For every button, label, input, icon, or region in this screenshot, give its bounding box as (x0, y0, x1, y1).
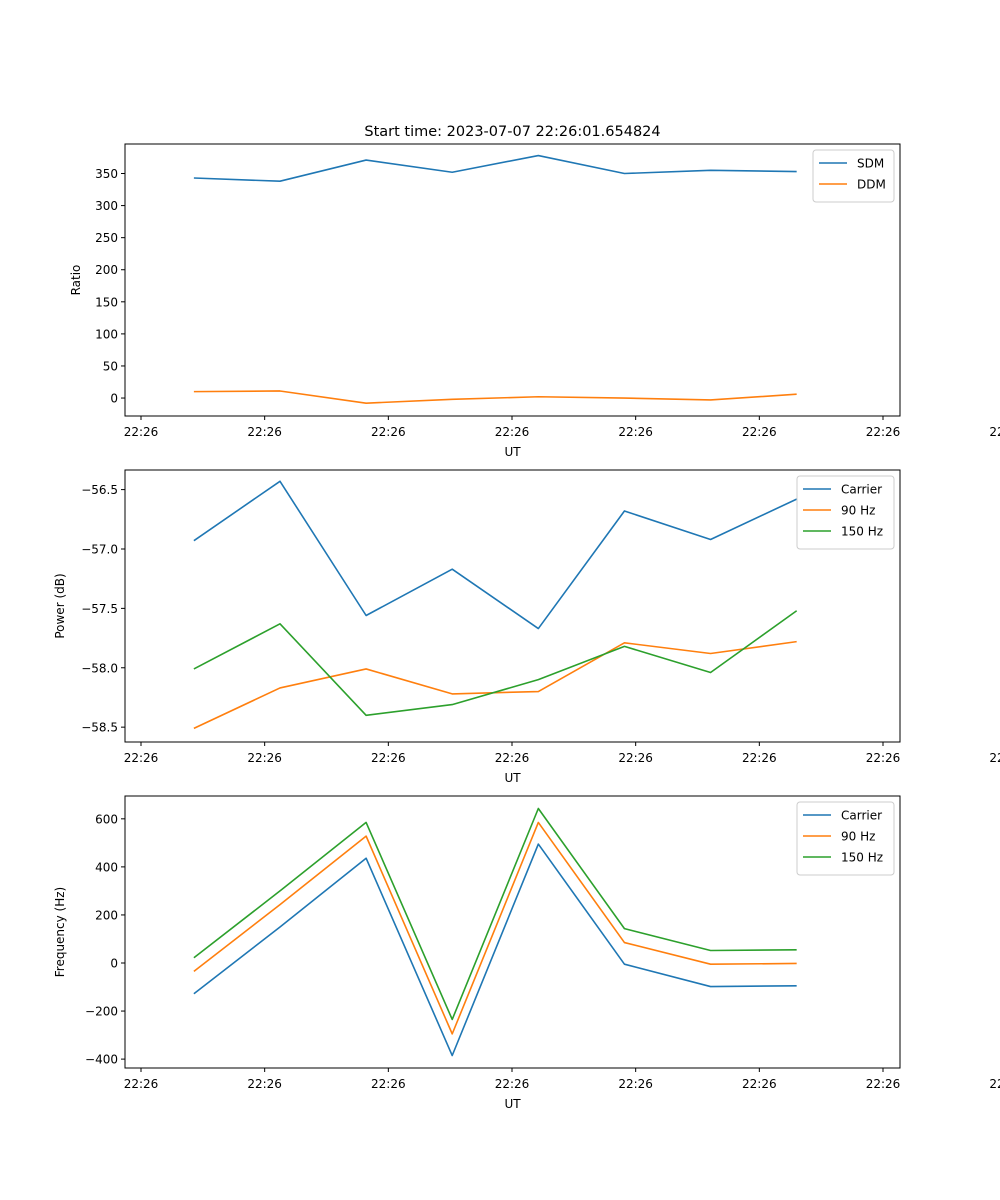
plot-frame (124, 469, 901, 743)
subplot-3: −400 −200 0 200 400 600 22:26 22:26 22:26 22:26 22… (53, 795, 1000, 1111)
y-tick-label: −200 (85, 1005, 118, 1019)
plot-frame (124, 143, 901, 417)
legend-label: 90 Hz (841, 504, 875, 518)
y-tick-label: 150 (95, 295, 118, 309)
y-tick-label: −58.0 (81, 661, 118, 675)
y-tick-label: 350 (95, 167, 118, 181)
legend: Carrier 90 Hz 150 Hz (796, 475, 895, 550)
x-tick-label: 22:26 (618, 425, 653, 439)
series-line-90-hz (193, 821, 797, 1035)
x-tick-label: 22:27 (989, 751, 1000, 765)
y-tick-label: −56.5 (81, 483, 118, 497)
y-tick-label: −57.5 (81, 602, 118, 616)
x-tick-label: 22:26 (247, 1077, 282, 1091)
series-line-150-hz (193, 610, 798, 717)
y-tick-label: −400 (85, 1053, 118, 1067)
legend-label: SDM (857, 157, 884, 171)
subplots: 0 50 100 150 200 250 300 350 22:26 22:26 22:26 22:2… (53, 143, 1000, 1111)
x-tick-label: 22:26 (124, 751, 159, 765)
subplot-1: 0 50 100 150 200 250 300 350 22:26 22:26 22:26 22:2… (69, 143, 1000, 459)
y-tick-label: 400 (95, 860, 118, 874)
x-tick-label: 22:26 (124, 425, 159, 439)
plot-frame (124, 795, 901, 1069)
x-tick-label: 22:26 (866, 751, 901, 765)
figure-title: Start time: 2023-07-07 22:26:01.654824 (364, 124, 660, 140)
y-tick-label: −57.0 (81, 542, 118, 556)
x-tick-label: 22:26 (495, 425, 530, 439)
x-tick-label: 22:26 (247, 751, 282, 765)
x-tick-label: 22:26 (371, 751, 406, 765)
y-tick-label: 200 (95, 908, 118, 922)
legend: SDM DDM (812, 149, 895, 203)
x-axis-label: UT (504, 1097, 521, 1111)
y-tick-label: 200 (95, 263, 118, 277)
legend-label: 150 Hz (841, 851, 883, 865)
x-tick-label: 22:26 (742, 751, 777, 765)
x-axis-label: UT (504, 771, 521, 785)
x-tick-label: 22:26 (618, 751, 653, 765)
x-tick-label: 22:27 (989, 1077, 1000, 1091)
x-tick-label: 22:27 (989, 425, 1000, 439)
y-tick-label: 0 (110, 392, 118, 406)
y-tick-label: 0 (110, 956, 118, 970)
x-tick-label: 22:26 (124, 1077, 159, 1091)
x-tick-label: 22:26 (371, 1077, 406, 1091)
legend-label: Carrier (841, 809, 882, 823)
x-tick-label: 22:26 (495, 1077, 530, 1091)
subplot-2: −58.5 −58.0 −57.5 −57.0 −56.5 22:26 22:26 22:26… (53, 469, 1000, 785)
y-axis-label: Power (dB) (53, 573, 67, 638)
x-tick-label: 22:26 (742, 1077, 777, 1091)
y-tick-label: 50 (103, 359, 118, 373)
series-line-ddm (193, 390, 797, 404)
y-tick-label: 100 (95, 327, 118, 341)
y-tick-label: −58.5 (81, 721, 118, 735)
x-tick-label: 22:26 (247, 425, 282, 439)
y-tick-label: 250 (95, 231, 118, 245)
x-tick-label: 22:26 (371, 425, 406, 439)
legend-label: Carrier (841, 483, 882, 497)
series-line-sdm (193, 154, 797, 183)
series-line-carrier (193, 843, 797, 1057)
y-axis-label: Ratio (69, 265, 83, 296)
legend: Carrier 90 Hz 150 Hz (796, 801, 895, 876)
x-tick-label: 22:26 (618, 1077, 653, 1091)
series-line-150-hz (193, 807, 797, 1021)
x-tick-label: 22:26 (742, 425, 777, 439)
y-axis-label: Frequency (Hz) (53, 887, 67, 978)
x-tick-label: 22:26 (495, 751, 530, 765)
x-tick-label: 22:26 (866, 425, 901, 439)
legend-label: 150 Hz (841, 525, 883, 539)
x-axis-label: UT (504, 445, 521, 459)
series-line-carrier (193, 480, 798, 630)
legend-label: 90 Hz (841, 830, 875, 844)
y-tick-label: 300 (95, 199, 118, 213)
y-tick-label: 600 (95, 812, 118, 826)
x-tick-label: 22:26 (866, 1077, 901, 1091)
legend-label: DDM (857, 178, 886, 192)
